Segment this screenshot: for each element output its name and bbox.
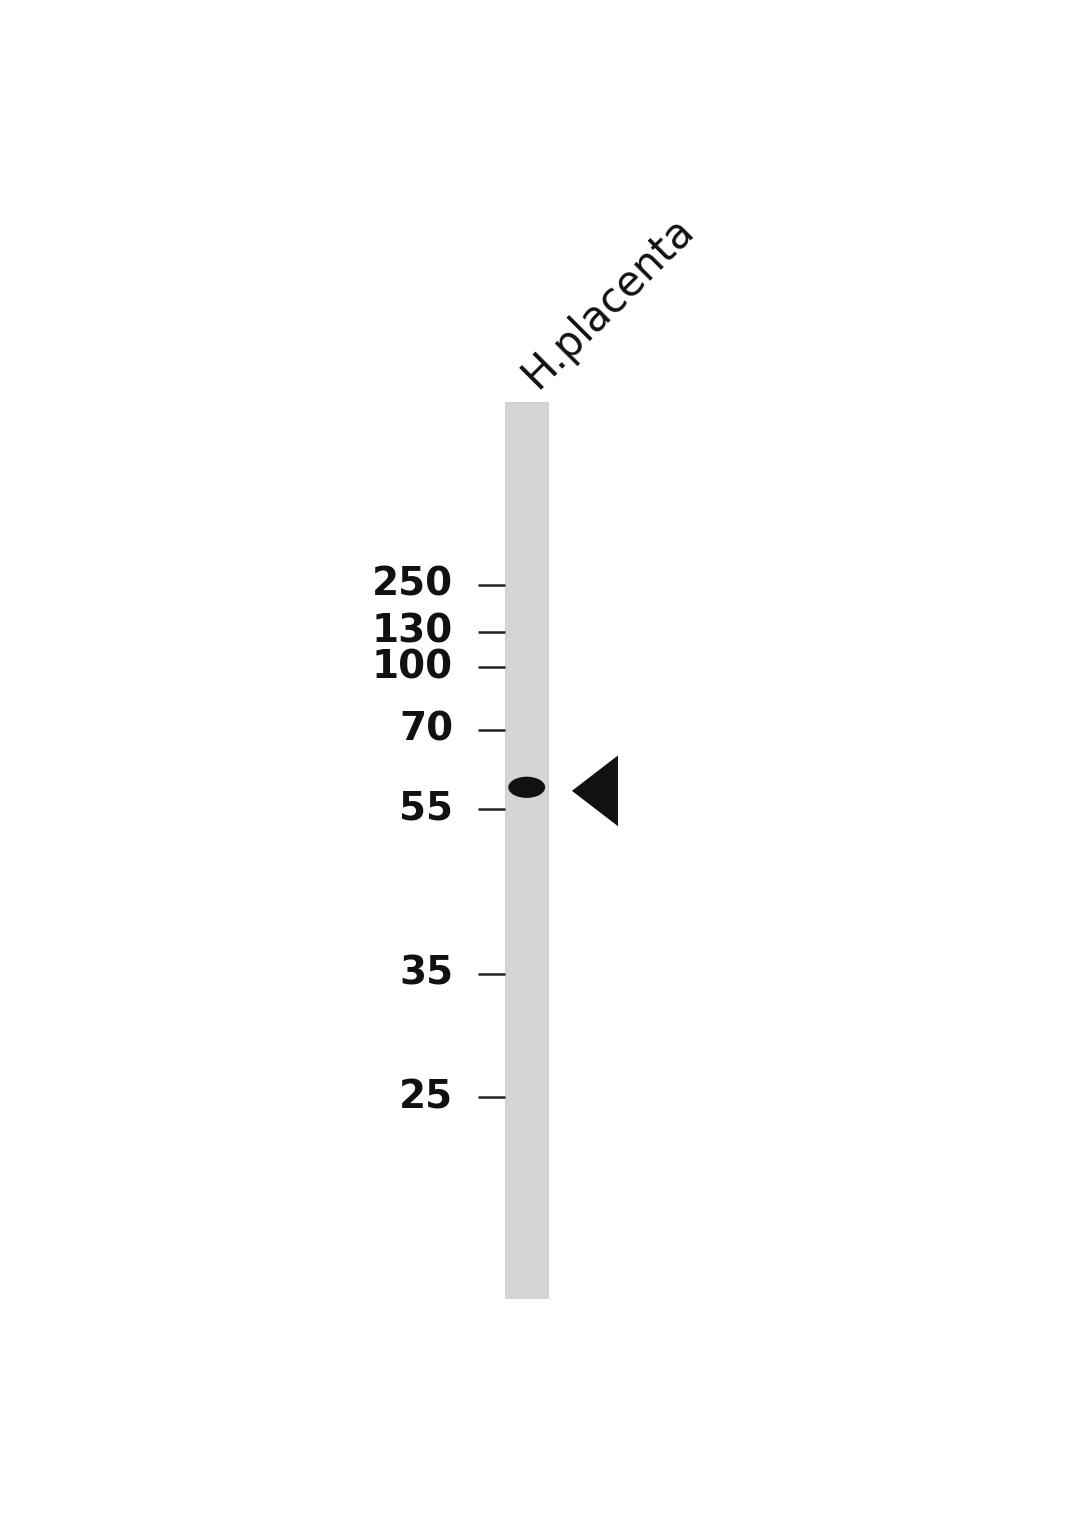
- Text: 35: 35: [399, 954, 454, 992]
- Polygon shape: [572, 755, 618, 827]
- Text: 130: 130: [372, 612, 454, 651]
- Text: H.placenta: H.placenta: [514, 208, 703, 397]
- Bar: [505, 401, 549, 1298]
- Text: 25: 25: [399, 1078, 454, 1116]
- Text: 70: 70: [399, 710, 454, 749]
- Text: 55: 55: [400, 790, 454, 828]
- Ellipse shape: [509, 776, 545, 798]
- Text: 100: 100: [372, 648, 454, 686]
- Text: 250: 250: [372, 565, 454, 603]
